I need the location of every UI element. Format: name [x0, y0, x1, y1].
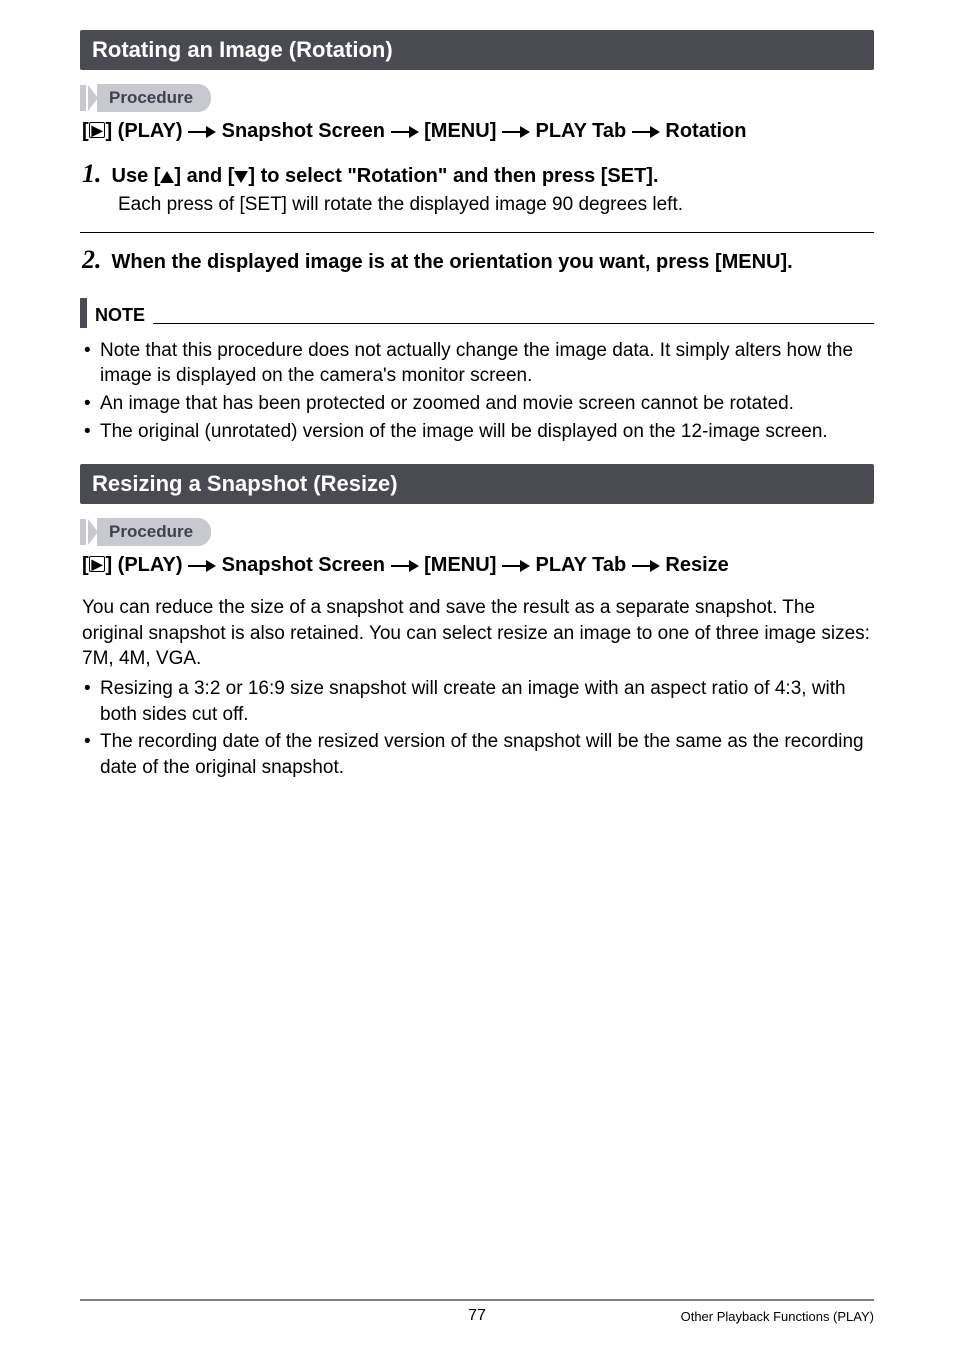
step-text-part: Use [ [112, 165, 161, 187]
note-item: The original (unrotated) version of the … [84, 419, 874, 445]
arrow-icon [188, 127, 216, 137]
step-subtext: Each press of [SET] will rotate the disp… [118, 192, 874, 218]
bc-part: [MENU] [424, 554, 496, 576]
step-1: 1. Use [ ] and [ ] to select "Rotation" an… [80, 161, 874, 218]
bc-part: Snapshot Screen [222, 554, 385, 576]
note-item: Note that this procedure does not actual… [84, 338, 874, 389]
breadcrumb-rotation: [▶] (PLAY) Snapshot Screen [MENU] PLAY T… [80, 120, 874, 143]
bc-part: Resize [665, 554, 728, 576]
bc-part: ] (PLAY) [105, 554, 182, 576]
step-text: Use [ ] and [ ] to select "Rotation" and t… [112, 163, 659, 190]
note-item: An image that has been protected or zoom… [84, 391, 874, 417]
arrow-icon [391, 561, 419, 571]
play-icon: ▶ [89, 122, 106, 138]
step-number: 1. [82, 161, 102, 187]
note-list: Note that this procedure does not actual… [80, 338, 874, 445]
bullet-item: Resizing a 3:2 or 16:9 size snapshot wil… [84, 676, 874, 727]
step-text-part: ] to select "Rotation" and then press [S… [248, 165, 658, 187]
procedure-text: Procedure [97, 84, 211, 112]
up-icon [160, 171, 174, 183]
breadcrumb-resize: [▶] (PLAY) Snapshot Screen [MENU] PLAY T… [80, 554, 874, 577]
arrow-icon [632, 561, 660, 571]
arrow-icon [502, 561, 530, 571]
step-2: 2. When the displayed image is at the or… [80, 247, 874, 276]
procedure-text: Procedure [97, 518, 211, 546]
bc-part: PLAY Tab [535, 554, 626, 576]
divider [80, 232, 874, 233]
step-number: 2. [82, 247, 102, 273]
play-icon: ▶ [89, 556, 106, 572]
arrow-icon [188, 561, 216, 571]
footer: 77 Other Playback Functions (PLAY) [80, 1299, 874, 1325]
procedure-label-2: Procedure [80, 518, 874, 546]
section-title-resize: Resizing a Snapshot (Resize) [80, 464, 874, 504]
down-icon [234, 171, 248, 183]
resize-bullets: Resizing a 3:2 or 16:9 size snapshot wil… [80, 676, 874, 781]
procedure-label-1: Procedure [80, 84, 874, 112]
note-header: NOTE [80, 298, 874, 328]
section-title-rotation: Rotating an Image (Rotation) [80, 30, 874, 70]
bc-part: Rotation [665, 120, 746, 142]
bc-part: Snapshot Screen [222, 120, 385, 142]
note-label: NOTE [95, 305, 145, 328]
resize-body: You can reduce the size of a snapshot an… [80, 595, 874, 672]
arrow-icon [502, 127, 530, 137]
arrow-icon [632, 127, 660, 137]
arrow-icon [391, 127, 419, 137]
bullet-item: The recording date of the resized versio… [84, 729, 874, 780]
bc-part: [MENU] [424, 120, 496, 142]
step-text: When the displayed image is at the orien… [112, 249, 793, 276]
bc-part: PLAY Tab [535, 120, 626, 142]
footer-title: Other Playback Functions (PLAY) [681, 1309, 874, 1324]
step-text-part: ] and [ [174, 165, 234, 187]
page-number: 77 [468, 1307, 486, 1325]
bc-part: ] (PLAY) [105, 120, 182, 142]
